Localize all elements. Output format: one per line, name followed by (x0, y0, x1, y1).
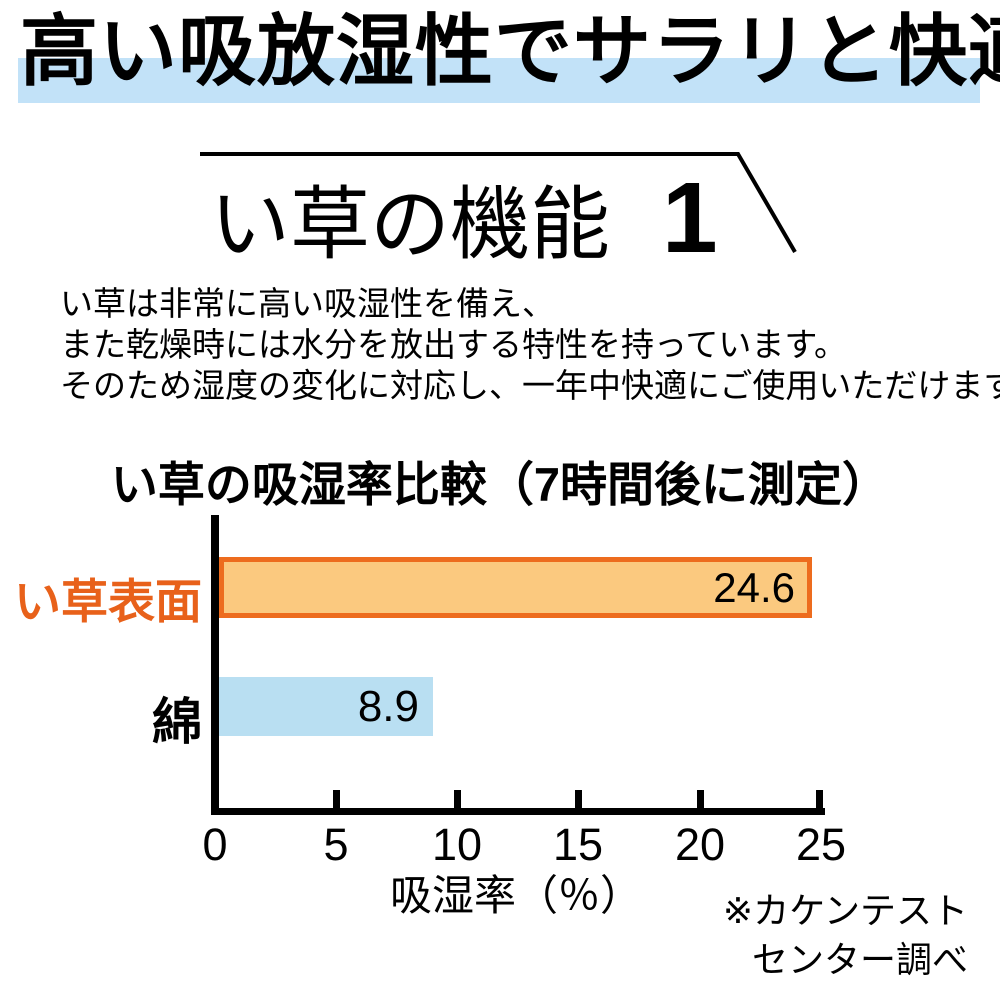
intro-line: また乾燥時には水分を放出する特性を持っています。 (60, 326, 848, 363)
headline-highlight-band (18, 58, 980, 103)
bar-value-label: 8.9 (357, 681, 419, 731)
chart-title: い草の吸湿率比較（7時間後に測定） (110, 458, 890, 511)
feature-title-text: い草の機能 (210, 180, 610, 269)
x-tick-label: 15 (552, 819, 604, 870)
x-tick-mark (575, 790, 582, 809)
page-headline: 高い吸放湿性でサラリと快適。 (20, 7, 1000, 95)
feature-title-number: 1 (662, 162, 718, 274)
bar-igusa-surface: 24.6 (219, 557, 812, 618)
feature-title: い草の機能 1 (210, 168, 718, 269)
x-tick-mark (333, 790, 340, 809)
x-tick-mark (454, 790, 461, 809)
bar-cotton: 8.9 (219, 677, 433, 736)
x-tick-label: 10 (431, 819, 483, 870)
source-note-line: センター調べ (751, 939, 968, 980)
source-note: ※カケンテスト センター調べ (600, 886, 968, 984)
x-tick-label: 20 (674, 819, 726, 870)
chart-y-axis (211, 515, 219, 815)
x-tick-label: 25 (795, 819, 847, 870)
feature-title-rule (200, 152, 797, 254)
category-label-igusa: い草表面 (14, 575, 202, 628)
source-note-line: ※カケンテスト (722, 890, 968, 931)
x-tick-label: 0 (202, 819, 228, 870)
intro-paragraph: い草は非常に高い吸湿性を備え、 また乾燥時には水分を放出する特性を持っています。… (60, 283, 1000, 406)
x-axis-label: 吸湿率（％） (389, 872, 642, 919)
x-tick-label: 5 (323, 819, 349, 870)
category-label-cotton: 綿 (152, 694, 202, 750)
x-tick-mark (816, 790, 823, 809)
intro-line: い草は非常に高い吸湿性を備え、 (60, 285, 555, 322)
chart-x-axis (211, 808, 825, 815)
bar-value-label: 24.6 (713, 563, 795, 611)
intro-line: そのため湿度の変化に対応し、一年中快適にご使用いただけます。 (60, 367, 1000, 404)
x-tick-mark (697, 790, 704, 809)
